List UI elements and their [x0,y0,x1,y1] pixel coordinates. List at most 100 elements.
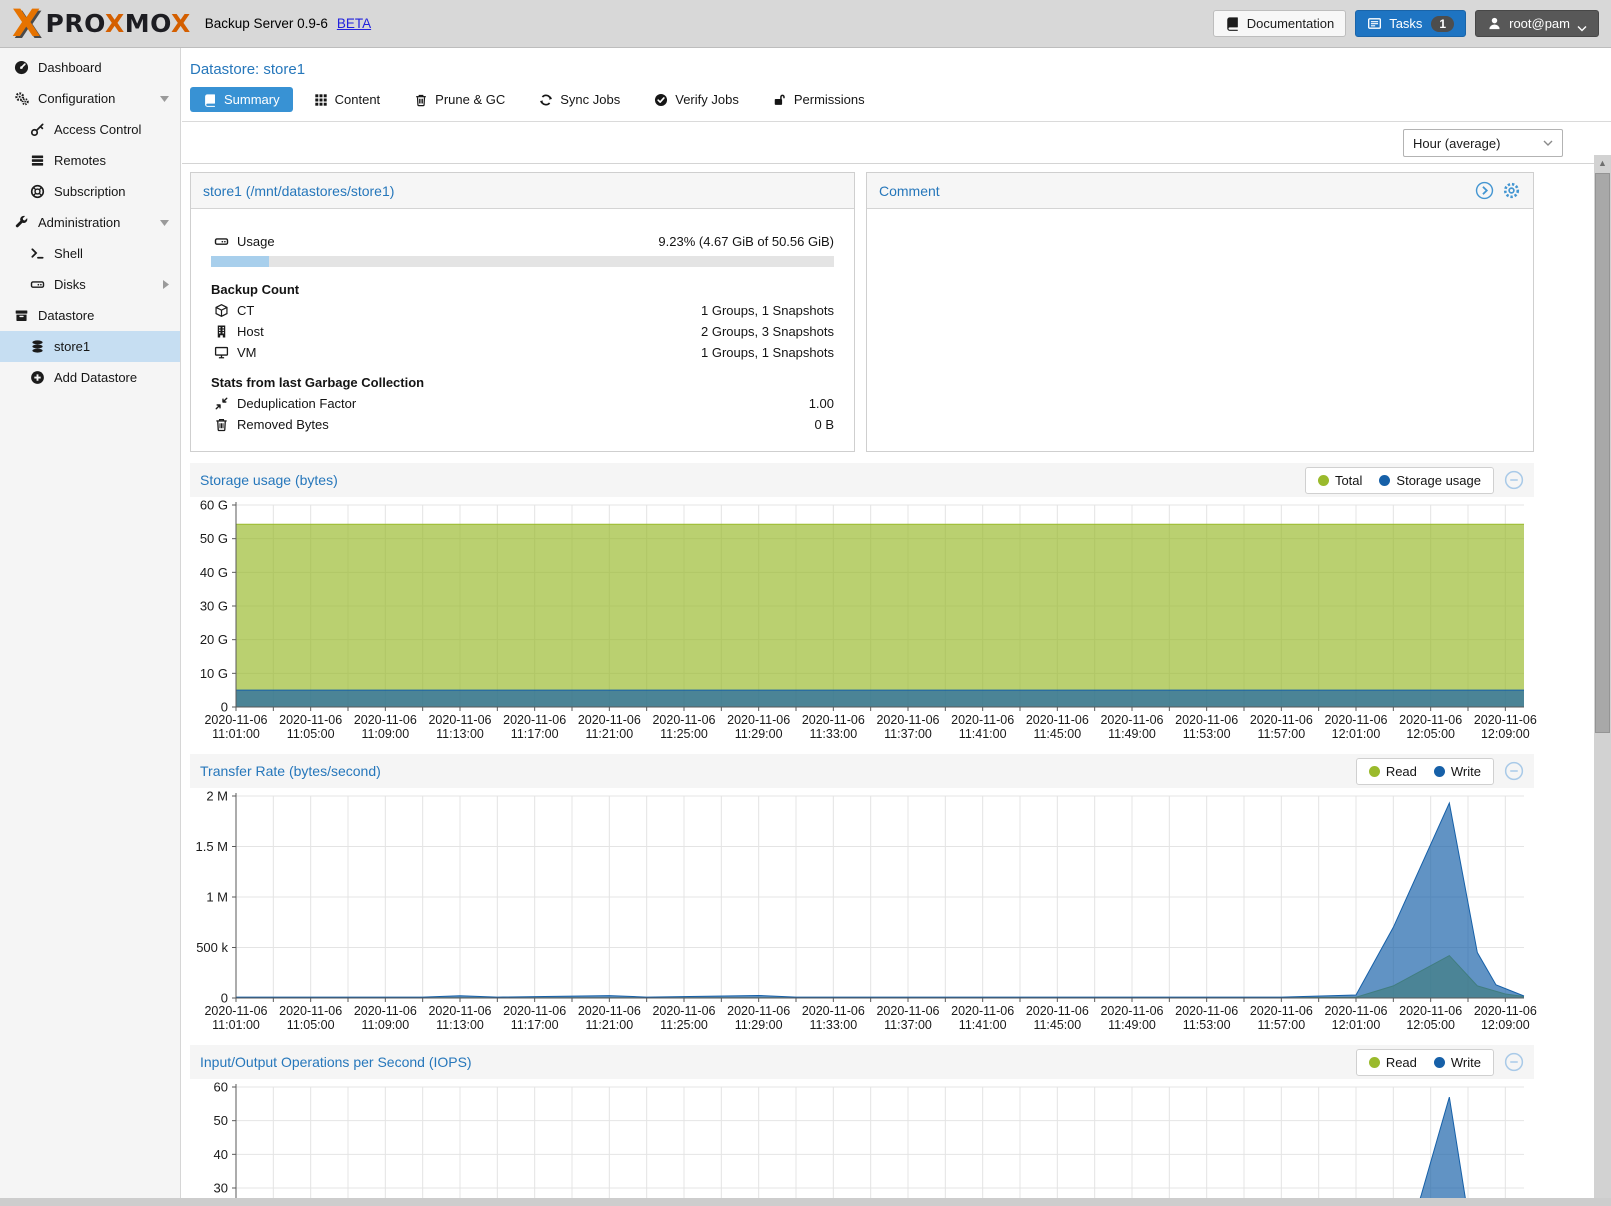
top-bar: X PROXMOX Backup Server 0.9-6 BETA Docum… [0,0,1611,48]
svg-text:2020-11-06: 2020-11-06 [951,713,1014,727]
collapse-chart-icon[interactable] [1504,470,1524,490]
svg-text:12:05:00: 12:05:00 [1406,727,1455,741]
sidebar-item-label: Administration [38,215,121,230]
sidebar-item-add-datastore[interactable]: Add Datastore [0,362,180,393]
svg-text:2020-11-06: 2020-11-06 [354,1004,417,1018]
tab-label: Summary [224,92,280,107]
database-icon [28,339,47,354]
svg-text:11:01:00: 11:01:00 [212,1018,260,1032]
tab-sync-jobs[interactable]: Sync Jobs [526,87,633,112]
tab-label: Permissions [793,92,865,107]
backup-count-row-ct: CT 1 Groups, 1 Snapshots [211,303,834,318]
documentation-button[interactable]: Documentation [1212,10,1347,37]
beta-link[interactable]: BETA [336,16,372,31]
svg-text:11:37:00: 11:37:00 [884,727,932,741]
sidebar-item-subscription[interactable]: Subscription [0,176,180,207]
legend-item-read[interactable]: Read [1368,1055,1417,1070]
svg-text:2020-11-06: 2020-11-06 [354,713,417,727]
svg-text:11:21:00: 11:21:00 [585,1018,633,1032]
check-icon [654,93,668,107]
user-menu-button[interactable]: root@pam [1475,10,1599,37]
chart-legend: Total Storage usage [1304,466,1494,494]
comment-body[interactable] [867,209,1533,228]
panel-header: store1 (/mnt/datastores/store1) [191,173,854,209]
content: store1 (/mnt/datastores/store1) Usage 9.… [182,164,1542,1198]
legend-dot-icon [1433,765,1445,777]
storage-usage-chart: 0 10 G 20 G 30 G 40 G 50 G 60 G 2020-11-06 11:01… [190,497,1537,743]
legend-item-read[interactable]: Read [1368,764,1417,779]
legend-dot-icon [1317,474,1329,486]
proxmox-logo: X PROXMOX Backup Server 0.9-6 BETA [12,1,372,45]
legend-dot-icon [1379,474,1391,486]
expand-caret-icon[interactable] [163,280,169,289]
panel-body: Usage 9.23% (4.67 GiB of 50.56 GiB) Back… [191,209,854,432]
svg-text:11:33:00: 11:33:00 [809,727,857,741]
sidebar-item-shell[interactable]: Shell [0,238,180,269]
sidebar-item-disks[interactable]: Disks [0,269,180,300]
collapse-caret-icon[interactable] [160,95,169,102]
legend-item-write[interactable]: Write [1433,764,1481,779]
circle-chevron-right-icon[interactable] [1475,181,1494,200]
svg-text:2020-11-06: 2020-11-06 [727,713,790,727]
svg-text:50 G: 50 G [200,531,228,546]
svg-text:60 G: 60 G [200,498,228,513]
gc-row-dedup: Deduplication Factor 1.00 [211,396,834,411]
gear-icon[interactable] [1502,181,1521,200]
collapse-caret-icon[interactable] [160,219,169,226]
tab-bar: Summary Content Prune & GC Sync Jobs Verify … [182,78,1611,122]
row-value: 1 Groups, 1 Snapshots [701,303,834,318]
svg-text:2020-11-06: 2020-11-06 [204,713,267,727]
svg-text:11:45:00: 11:45:00 [1033,1018,1081,1032]
sidebar-item-label: Datastore [38,308,95,323]
lifering-icon [28,184,47,199]
collapse-chart-icon[interactable] [1504,1052,1524,1072]
backup-count-title: Backup Count [211,282,300,297]
plus-icon [28,370,47,385]
tab-prune-gc[interactable]: Prune & GC [401,87,518,112]
sidebar-item-datastore[interactable]: Datastore [0,300,180,331]
unlock-icon [773,93,787,107]
sidebar-item-remotes[interactable]: Remotes [0,145,180,176]
book-icon [203,93,217,107]
chart-header: Transfer Rate (bytes/second) Read Write [190,754,1534,788]
vertical-scrollbar[interactable]: ▲ [1594,155,1611,1198]
svg-text:30: 30 [214,1181,228,1196]
panel-title: Comment [879,182,940,199]
svg-text:2020-11-06: 2020-11-06 [1399,713,1462,727]
chevron-down-icon [1543,140,1553,146]
chart-header: Storage usage (bytes) Total Storage usage [190,463,1534,497]
row-label: Host [237,324,264,339]
legend-item-write[interactable]: Write [1433,1055,1481,1070]
proxmox-x-logo-icon: X [12,1,41,45]
usage-row: Usage 9.23% (4.67 GiB of 50.56 GiB) [211,234,834,249]
brand-part: PRO [45,9,105,38]
tab-summary[interactable]: Summary [190,87,293,112]
svg-text:11:09:00: 11:09:00 [361,1018,409,1032]
svg-text:40 G: 40 G [200,565,228,580]
svg-text:2020-11-06: 2020-11-06 [578,713,641,727]
tab-verify-jobs[interactable]: Verify Jobs [641,87,752,112]
sidebar-item-label: Add Datastore [54,370,138,385]
row-label: Removed Bytes [237,417,329,432]
svg-text:11:49:00: 11:49:00 [1108,1018,1156,1032]
sidebar-item-store1[interactable]: store1 [0,331,180,362]
tab-permissions[interactable]: Permissions [760,87,878,112]
svg-text:2020-11-06: 2020-11-06 [1324,1004,1387,1018]
tasks-count-badge: 1 [1431,15,1455,32]
horizontal-scrollbar[interactable] [0,1198,1611,1206]
tab-content[interactable]: Content [301,87,394,112]
top-actions: Documentation Tasks 1 root@pam [1212,10,1599,37]
legend-item-storage-usage[interactable]: Storage usage [1379,473,1481,488]
tasks-button[interactable]: Tasks 1 [1355,10,1467,37]
sidebar-item-access-control[interactable]: Access Control [0,114,180,145]
svg-text:11:33:00: 11:33:00 [809,1018,857,1032]
svg-text:12:01:00: 12:01:00 [1332,727,1381,741]
legend-item-total[interactable]: Total [1317,473,1362,488]
sidebar-item-administration[interactable]: Administration [0,207,180,238]
sidebar-item-configuration[interactable]: Configuration [0,83,180,114]
scroll-up-arrow-icon[interactable]: ▲ [1598,158,1607,168]
collapse-chart-icon[interactable] [1504,761,1524,781]
scrollbar-thumb[interactable] [1595,173,1610,733]
sidebar-item-dashboard[interactable]: Dashboard [0,52,180,83]
interval-select[interactable]: Hour (average) [1403,129,1563,157]
